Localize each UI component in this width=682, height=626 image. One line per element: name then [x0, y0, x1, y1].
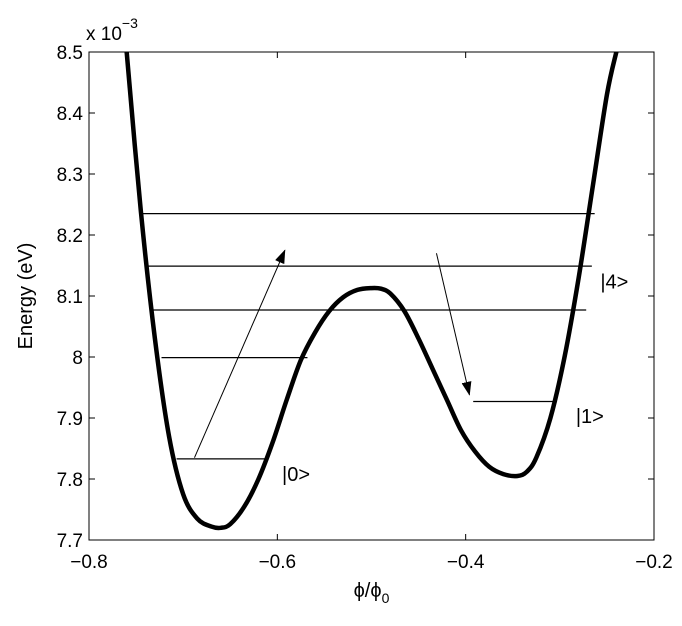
y-multiplier-exponent: −3 [122, 15, 138, 31]
y-tick-label: 7.8 [57, 470, 83, 491]
y-multiplier: x 10−3 [86, 15, 138, 45]
y-tick-label: 7.7 [57, 531, 83, 552]
x-tick-label: −0.8 [70, 552, 108, 573]
x-axis-label-subscript: 0 [382, 590, 390, 606]
state-label: |4> [600, 271, 628, 293]
y-multiplier-base: x 10 [86, 24, 122, 45]
transition-arrow [194, 249, 286, 458]
x-axis-label-main: ϕ/ϕ [354, 580, 382, 602]
x-axis-label: ϕ/ϕ0 [354, 580, 390, 606]
y-tick-label: 8.2 [57, 226, 83, 247]
transition-arrow [435, 253, 472, 396]
state-label: |1> [576, 406, 604, 428]
x-tick-label: −0.2 [635, 552, 673, 573]
y-tick-label: 8.3 [57, 165, 83, 186]
y-tick-label: 8.1 [57, 287, 83, 308]
x-tick-label: −0.6 [259, 552, 297, 573]
y-tick-label: 8 [72, 348, 83, 369]
y-tick-label: 7.9 [57, 409, 83, 430]
y-axis-label: Energy (eV) [15, 243, 37, 350]
potential-curve [124, 51, 619, 531]
y-tick-label: 8.5 [57, 43, 83, 64]
x-tick-label: −0.4 [447, 552, 485, 573]
y-tick-label: 8.4 [57, 104, 84, 125]
state-label: |0> [282, 464, 310, 486]
